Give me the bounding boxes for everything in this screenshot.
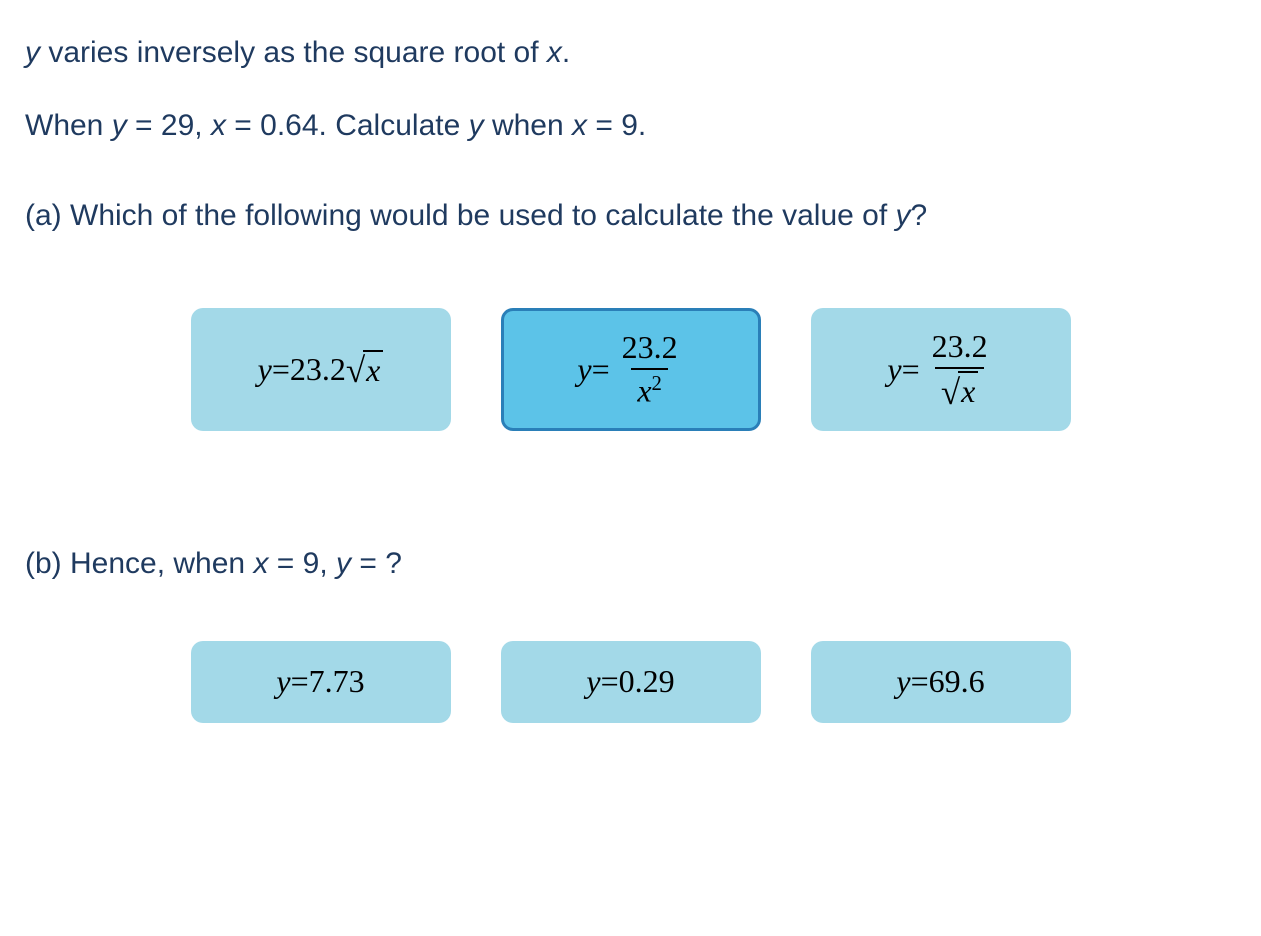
sqrt-icon: √ x [941,371,979,411]
option-a3[interactable]: y = 23.2 √ x [811,308,1071,431]
option-a1[interactable]: y = 23.2 √ x [191,308,451,431]
option-a2[interactable]: y = 23.2 x2 [501,308,761,431]
option-b2[interactable]: y = 0.29 [501,641,761,723]
var-y: y [336,547,351,580]
part-b-options: y = 7.73 y = 0.29 y = 69.6 [25,641,1236,723]
fraction: 23.2 √ x [926,328,994,411]
var-y: y [469,109,484,142]
var-x: x [572,109,587,142]
var-x: x [547,36,562,69]
problem-line-1: y varies inversely as the square root of… [25,30,1236,75]
var-x: x [211,109,226,142]
part-a-question: (a) Which of the following would be used… [25,193,1236,238]
var-y: y [112,109,127,142]
option-b1[interactable]: y = 7.73 [191,641,451,723]
option-b3[interactable]: y = 69.6 [811,641,1071,723]
var-y: y [896,199,911,232]
var-y: y [25,36,40,69]
fraction: 23.2 x2 [616,329,684,410]
part-a-options: y = 23.2 √ x y = 23.2 x2 y = [25,308,1236,431]
part-b-question: (b) Hence, when x = 9, y = ? [25,541,1236,586]
problem-line-2: When y = 29, x = 0.64. Calculate y when … [25,103,1236,148]
sqrt-icon: √ x [346,349,384,389]
var-x: x [253,547,268,580]
